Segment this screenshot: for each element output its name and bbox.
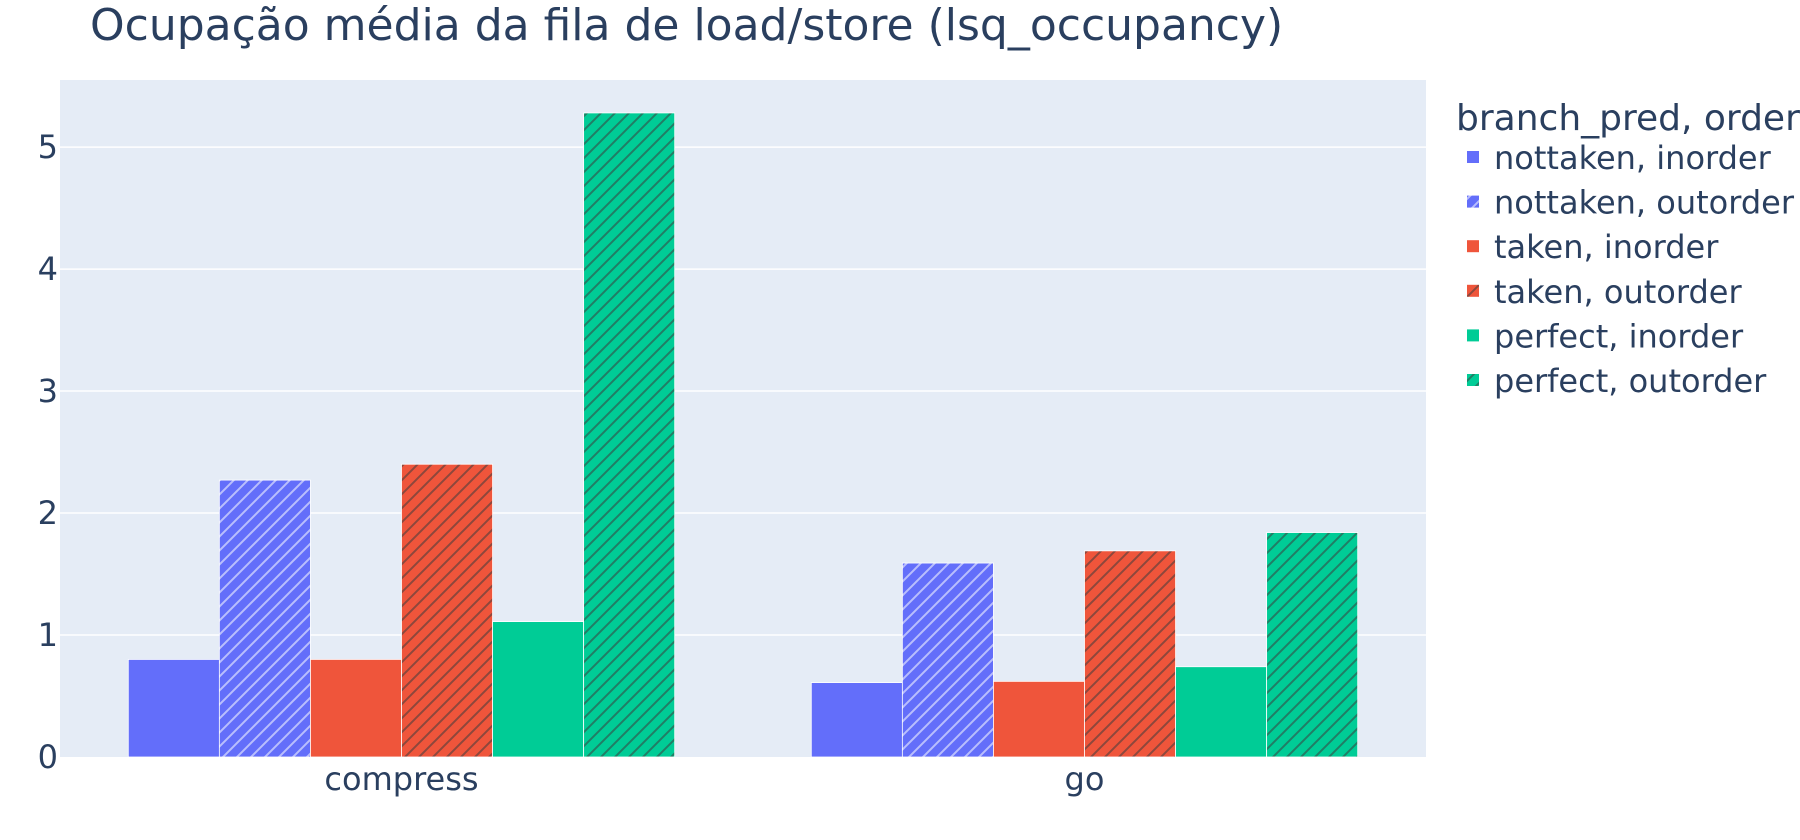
bar-go-0 — [810, 682, 903, 758]
legend-title: branch_pred, order — [1456, 98, 1800, 139]
y-tick-label: 2 — [38, 494, 58, 532]
legend-swatch — [1467, 151, 1479, 163]
y-tick-label: 0 — [38, 738, 58, 776]
bar-go-4 — [1175, 666, 1268, 758]
legend-item-label: taken, inorder — [1494, 228, 1719, 266]
y-tick-label: 4 — [38, 250, 58, 288]
legend-swatch — [1467, 284, 1479, 297]
x-tick-label: compress — [324, 760, 478, 798]
legend-item-label: perfect, inorder — [1494, 317, 1744, 355]
bar-compress-5 — [583, 112, 676, 758]
chart-title: Ocupação média da fila de load/store (ls… — [90, 0, 1283, 51]
y-tick-label: 3 — [38, 372, 58, 410]
bar-compress-2 — [310, 659, 402, 758]
bar-compress-3 — [401, 463, 493, 758]
legend-swatch — [1467, 374, 1479, 386]
bar-go-5 — [1266, 532, 1359, 758]
legend-item-label: taken, outorder — [1494, 273, 1742, 311]
legend-swatch — [1467, 240, 1479, 253]
bars — [127, 112, 1359, 758]
bar-compress-4 — [492, 621, 585, 758]
bar-go-2 — [993, 680, 1085, 758]
bar-go-3 — [1084, 550, 1176, 758]
y-axis-ticks: 0 1 2 3 4 5 — [38, 128, 58, 776]
y-tick-label: 5 — [38, 128, 58, 166]
x-tick-label: go — [1065, 760, 1105, 798]
legend-swatch — [1467, 329, 1479, 342]
legend-item-label: nottaken, inorder — [1494, 139, 1772, 177]
legend-item-label: nottaken, outorder — [1494, 184, 1795, 222]
bar-compress-1 — [218, 479, 311, 758]
bar-compress-0 — [127, 659, 220, 758]
legend-swatch — [1467, 195, 1479, 208]
bar-go-1 — [901, 562, 994, 758]
x-axis-ticks: compress go — [324, 760, 1104, 798]
legend-item-label: perfect, outorder — [1494, 362, 1767, 400]
legend: branch_pred, order nottaken, inorder nott… — [1456, 98, 1800, 400]
y-tick-label: 1 — [38, 616, 58, 654]
